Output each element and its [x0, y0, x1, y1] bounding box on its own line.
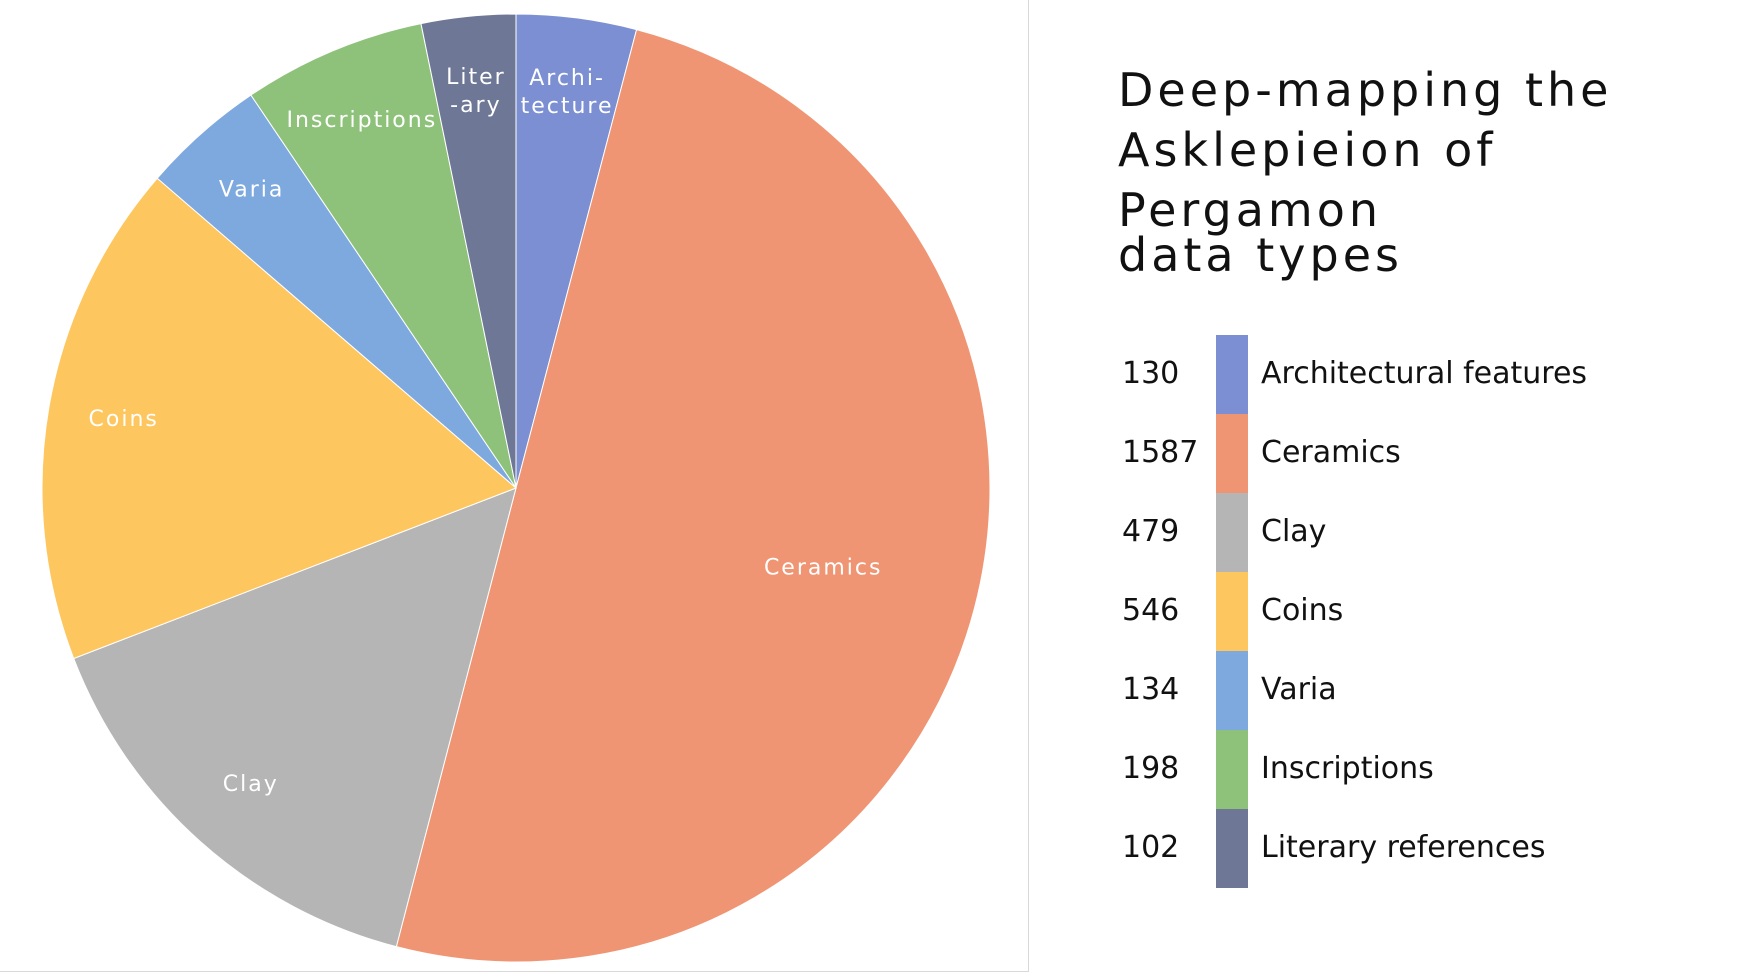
slice-label: tecture	[521, 94, 614, 119]
legend-label: Literary references	[1261, 830, 1546, 865]
legend-value: 134	[1122, 672, 1179, 707]
slice-label: Clay	[223, 772, 279, 797]
legend-label: Coins	[1261, 593, 1343, 628]
legend-swatch	[1216, 651, 1248, 730]
chart-subtitle: data types	[1118, 228, 1403, 282]
slice-label: Inscriptions	[286, 108, 437, 133]
legend-value: 130	[1122, 356, 1179, 391]
pie-slice	[73, 487, 517, 948]
legend-swatch	[1216, 809, 1248, 888]
legend-label: Architectural features	[1261, 356, 1587, 391]
legend-swatch	[1216, 335, 1248, 414]
legend-swatch	[1216, 493, 1248, 572]
legend-label: Clay	[1261, 514, 1326, 549]
legend-value: 479	[1122, 514, 1179, 549]
slice-label: Varia	[219, 177, 284, 202]
slice-label: Coins	[89, 407, 159, 432]
legend-label: Inscriptions	[1261, 751, 1434, 786]
legend-value: 102	[1122, 830, 1179, 865]
legend-swatch	[1216, 730, 1248, 809]
chart-frame	[0, 0, 1029, 972]
slice-label: Ceramics	[764, 555, 883, 580]
slice-label: -ary	[450, 93, 501, 118]
slice-label: Liter	[446, 65, 506, 90]
legend-value: 546	[1122, 593, 1179, 628]
legend-value: 198	[1122, 751, 1179, 786]
pie-slice	[41, 177, 517, 660]
pie-slice	[420, 13, 517, 489]
slice-label: Archi-	[529, 66, 605, 91]
legend-swatch	[1216, 414, 1248, 493]
legend-swatch	[1216, 572, 1248, 651]
legend-label: Varia	[1261, 672, 1337, 707]
legend-value: 1587	[1122, 435, 1198, 470]
pie-slice	[395, 28, 991, 963]
pie-slice	[250, 23, 517, 489]
chart-title: Deep-mapping the Asklepieion of Pergamon	[1118, 63, 1613, 237]
legend-label: Ceramics	[1261, 435, 1401, 470]
